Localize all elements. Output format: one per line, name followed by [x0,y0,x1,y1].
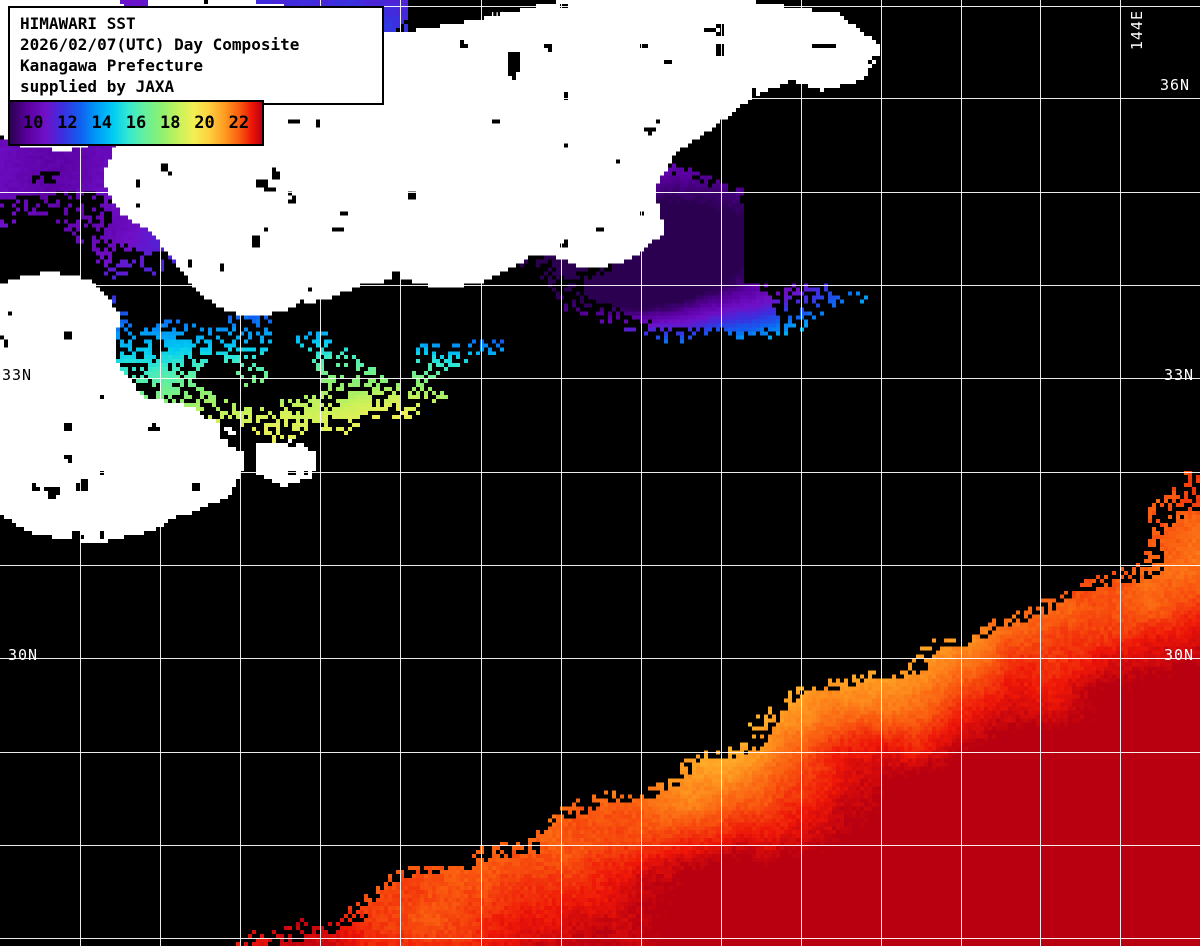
colorbar: 10 12 14 16 18 20 22 [8,100,264,146]
colorbar-tick-20: 20 [194,113,215,133]
title-legend-box: HIMAWARI SST 2026/02/07(UTC) Day Composi… [8,6,384,105]
colorbar-tick-16: 16 [125,113,147,133]
title-line-source: supplied by JAXA [20,77,175,96]
colorbar-tick-labels: 10 12 14 16 18 20 22 [10,102,262,144]
title-line-product: HIMAWARI SST [20,14,136,33]
colorbar-tick-18: 18 [160,113,181,133]
title-line-date: 2026/02/07(UTC) Day Composite [20,35,300,54]
colorbar-gradient [10,102,262,144]
colorbar-tick-22: 22 [228,113,250,133]
title-line-region: Kanagawa Prefecture [20,56,204,75]
colorbar-tick-14: 14 [91,113,112,133]
colorbar-tick-12: 12 [57,113,78,133]
colorbar-tick-10: 10 [22,113,44,133]
